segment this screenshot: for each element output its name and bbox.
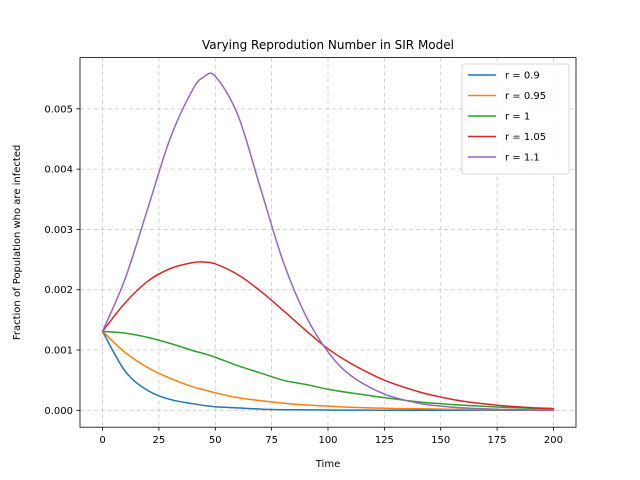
x-tick-label: 75 — [265, 435, 278, 446]
x-tick-label: 0 — [99, 435, 105, 446]
legend-label-1: r = 0.95 — [505, 91, 546, 102]
x-tick-label: 125 — [375, 435, 394, 446]
series-line-3 — [101, 261, 555, 410]
legend: r = 0.9 r = 0.95 r = 1 r = 1.05 r = 1.1 — [461, 63, 570, 175]
x-tick-label: 50 — [209, 435, 222, 446]
series-line-2 — [101, 330, 555, 410]
legend-label-2: r = 1 — [505, 112, 530, 123]
x-tick-label: 25 — [153, 435, 166, 446]
x-tick-label: 200 — [544, 435, 563, 446]
x-axis-label: Time — [315, 459, 340, 470]
legend-label-0: r = 0.9 — [505, 71, 540, 82]
legend-label-3: r = 1.05 — [505, 132, 546, 143]
series-line-4 — [101, 72, 555, 411]
y-tick-label: 0.004 — [44, 165, 73, 176]
chart-title: Varying Reprodution Number in SIR Model — [202, 38, 454, 52]
x-tick-label: 100 — [318, 435, 337, 446]
y-tick-label: 0.003 — [44, 225, 73, 236]
y-tick-label: 0.000 — [44, 406, 73, 417]
y-tick-label: 0.005 — [44, 104, 73, 115]
series-line-0 — [101, 330, 555, 412]
x-tick-label: 175 — [488, 435, 507, 446]
series-line-1 — [101, 330, 555, 411]
legend-box — [461, 63, 570, 175]
y-tick-label: 0.002 — [44, 285, 73, 296]
x-tick-label: 150 — [431, 435, 450, 446]
series-layer — [101, 72, 555, 412]
tick-layer: 0 25 50 75 100 125 150 175 200 0.000 0.001 0.002 0.0… — [44, 104, 563, 446]
y-tick-label: 0.001 — [44, 346, 73, 357]
y-axis-label: Fraction of Population who are infected — [12, 145, 23, 341]
legend-label-4: r = 1.1 — [505, 153, 540, 164]
